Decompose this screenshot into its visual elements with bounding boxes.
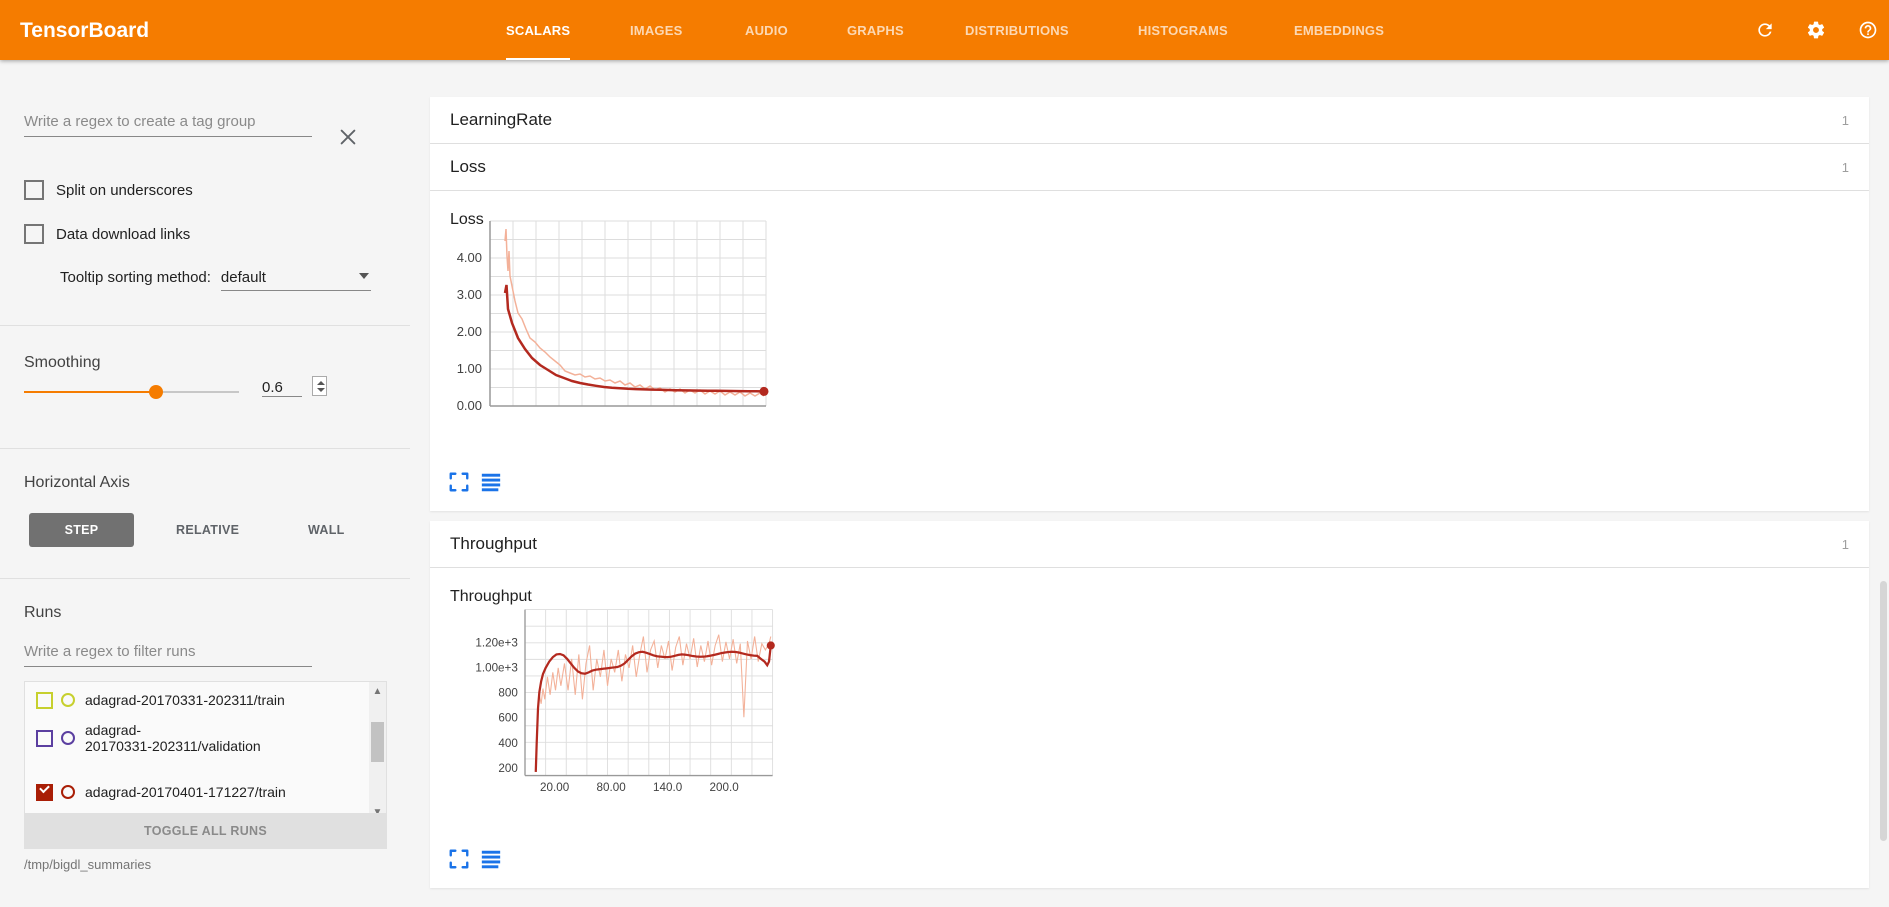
- svg-text:20.00: 20.00: [540, 781, 570, 794]
- svg-text:400: 400: [498, 737, 518, 750]
- svg-text:2.00: 2.00: [457, 324, 482, 339]
- svg-text:1.20e+3: 1.20e+3: [475, 636, 517, 649]
- svg-text:0.00: 0.00: [457, 398, 482, 413]
- svg-text:80.00: 80.00: [597, 781, 627, 794]
- svg-text:140.0: 140.0: [653, 781, 683, 794]
- svg-text:1.00: 1.00: [457, 361, 482, 376]
- svg-text:200: 200: [498, 762, 518, 775]
- svg-text:800: 800: [498, 687, 518, 700]
- svg-text:200.0: 200.0: [710, 781, 740, 794]
- svg-text:3.00: 3.00: [457, 287, 482, 302]
- svg-text:600: 600: [498, 712, 518, 725]
- svg-text:1.00e+3: 1.00e+3: [475, 661, 517, 674]
- svg-text:4.00: 4.00: [457, 250, 482, 265]
